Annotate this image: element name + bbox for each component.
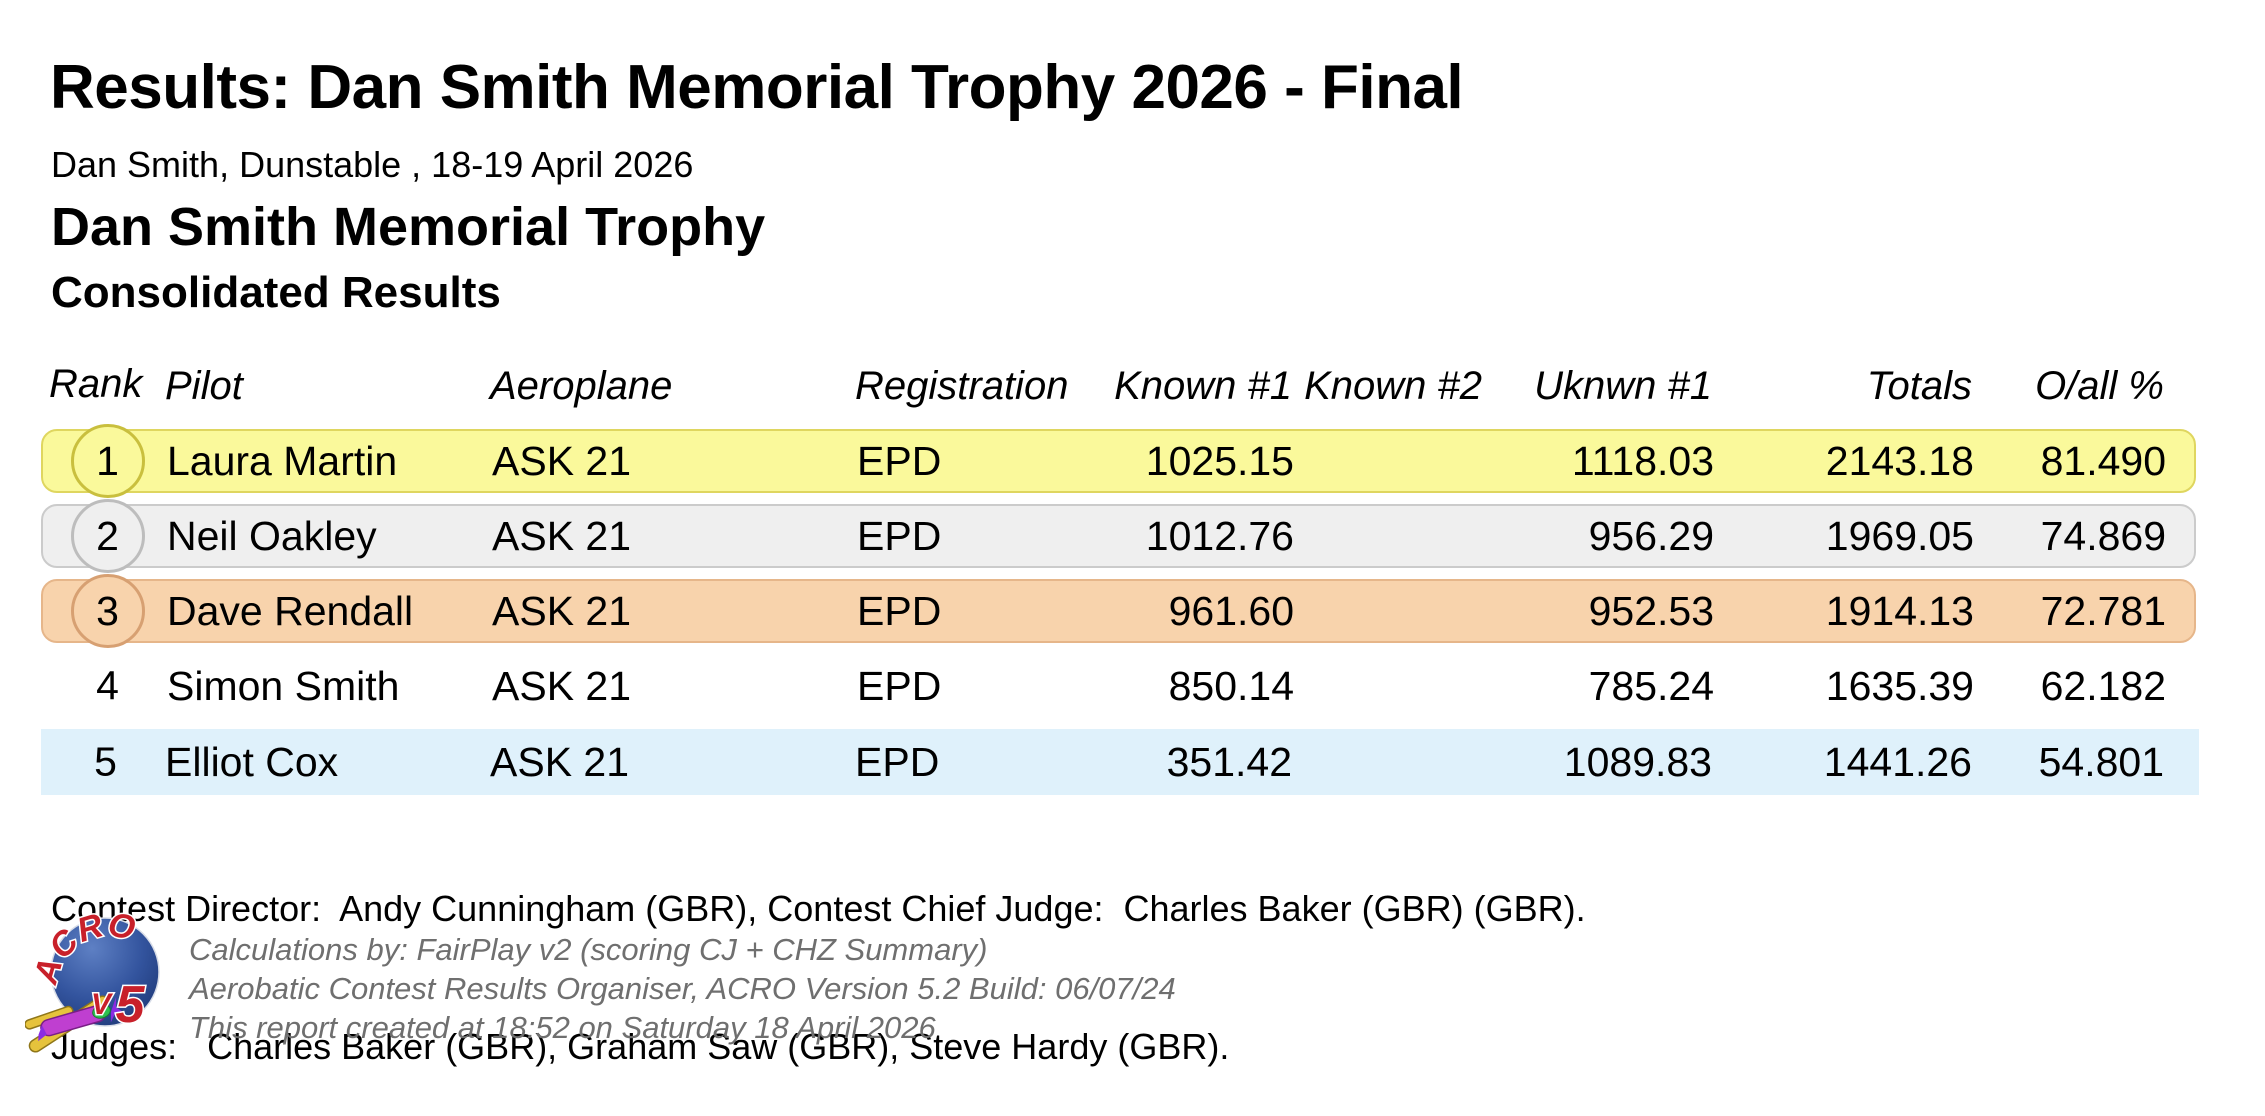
rank-cell: 4 [43, 656, 160, 716]
table-row-rank-4: 4 Simon Smith ASK 21 EPD 850.14 785.24 1… [41, 654, 2196, 718]
oall-percent: 72.781 [2040, 587, 2166, 634]
rank-cell: 1 [43, 424, 160, 498]
registration: EPD [857, 437, 942, 484]
svg-text:V 5: V 5 [91, 976, 145, 1034]
uknwn1-score: 956.29 [1588, 512, 1714, 559]
pilot-name: Simon Smith [167, 662, 400, 709]
totals-score: 1914.13 [1825, 587, 1974, 634]
totals-score: 1441.26 [1823, 738, 1972, 785]
col-header-oall: O/all % [2035, 363, 2164, 408]
rank-cell: 2 [43, 499, 160, 573]
oall-percent: 81.490 [2040, 437, 2166, 484]
results-table-header: Rank Pilot Aeroplane Registration Known … [41, 362, 2196, 410]
aeroplane: ASK 21 [492, 662, 632, 709]
aeroplane: ASK 21 [492, 587, 632, 634]
aeroplane: ASK 21 [492, 512, 632, 559]
calculations-by-line: Calculations by: FairPlay v2 (scoring CJ… [189, 932, 988, 967]
gold-medal-badge: 1 [70, 424, 145, 498]
col-header-aeroplane: Aeroplane [490, 363, 673, 408]
aerobatic-plane-icon [25, 995, 125, 1053]
table-row-rank-3: 3 Dave Rendall ASK 21 EPD 961.60 952.53 … [41, 574, 2196, 648]
known1-score: 351.42 [1166, 738, 1292, 785]
rank-cell: 5 [41, 729, 158, 795]
col-header-registration: Registration [855, 363, 1069, 408]
uknwn1-score: 1118.03 [1571, 437, 1714, 484]
oall-percent: 54.801 [2038, 738, 2164, 785]
oall-percent: 74.869 [2040, 512, 2166, 559]
known1-score: 850.14 [1168, 662, 1294, 709]
acro-version-line: Aerobatic Contest Results Organiser, ACR… [189, 971, 1176, 1006]
aeroplane: ASK 21 [490, 738, 630, 785]
contest-director-line: Contest Director: Andy Cunningham (GBR),… [51, 888, 1586, 929]
uknwn1-score: 1089.83 [1563, 738, 1712, 785]
known1-score: 1025.15 [1145, 437, 1294, 484]
registration: EPD [857, 587, 942, 634]
consolidated-results-heading: Consolidated Results [51, 268, 501, 317]
logo-v-text: V [91, 988, 114, 1021]
col-header-rank: Rank [49, 362, 143, 406]
col-header-known1: Known #1 [1114, 363, 1292, 408]
col-header-pilot: Pilot [165, 363, 243, 408]
registration: EPD [857, 662, 942, 709]
registration: EPD [857, 512, 942, 559]
page-title: Results: Dan Smith Memorial Trophy 2026 … [50, 53, 1464, 122]
totals-score: 2143.18 [1825, 437, 1974, 484]
silver-medal-badge: 2 [70, 499, 145, 573]
totals-score: 1635.39 [1825, 662, 1974, 709]
pilot-name: Elliot Cox [165, 738, 339, 785]
pilot-name: Neil Oakley [167, 512, 377, 559]
uknwn1-score: 785.24 [1588, 662, 1714, 709]
judges-line: Judges: Charles Baker (GBR), Graham Saw … [51, 1026, 1230, 1067]
registration: EPD [855, 738, 940, 785]
aeroplane: ASK 21 [492, 437, 632, 484]
logo-five-text: 5 [115, 976, 145, 1034]
rank-number: 5 [94, 738, 117, 785]
trophy-heading: Dan Smith Memorial Trophy [51, 197, 766, 257]
totals-score: 1969.05 [1825, 512, 1974, 559]
table-row-rank-1: 1 Laura Martin ASK 21 EPD 1025.15 1118.0… [41, 424, 2196, 498]
known1-score: 1012.76 [1145, 512, 1294, 559]
col-header-uknwn1: Uknwn #1 [1534, 363, 1712, 408]
logo-circle [50, 917, 160, 1027]
known1-score: 961.60 [1168, 587, 1294, 634]
acro-v5-logo-icon: ACRO V 5 [25, 912, 160, 1053]
table-row-rank-2: 2 Neil Oakley ASK 21 EPD 1012.76 956.29 … [41, 499, 2196, 573]
pilot-name: Laura Martin [167, 437, 398, 484]
bronze-medal-badge: 3 [70, 574, 145, 648]
contest-officials: Contest Director: Andy Cunningham (GBR),… [51, 794, 1586, 1116]
report-credits: Calculations by: FairPlay v2 (scoring CJ… [189, 912, 1176, 1047]
table-row-rank-5: 5 Elliot Cox ASK 21 EPD 351.42 1089.83 1… [41, 729, 2199, 795]
report-created-line: This report created at 18:52 on Saturday… [189, 1010, 936, 1045]
report-footer: ACRO V 5 Calculations by: FairPlay v2 (s… [25, 912, 1176, 1062]
rank-cell: 3 [43, 574, 160, 648]
pilot-name: Dave Rendall [167, 587, 414, 634]
col-header-totals: Totals [1866, 363, 1972, 408]
col-header-known2: Known #2 [1304, 363, 1482, 408]
oall-percent: 62.182 [2040, 662, 2166, 709]
uknwn1-score: 952.53 [1588, 587, 1714, 634]
results-table-body: 1 Laura Martin ASK 21 EPD 1025.15 1118.0… [41, 424, 2199, 795]
rank-number: 4 [96, 662, 119, 709]
contest-location-dates: Dan Smith, Dunstable , 18-19 April 2026 [51, 144, 694, 185]
